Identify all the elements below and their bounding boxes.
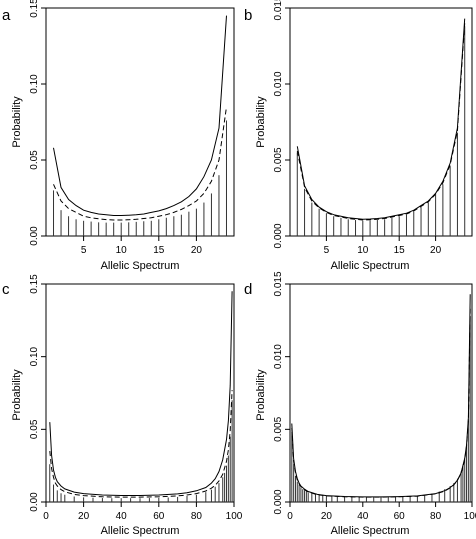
y-tick-label: 0.15 bbox=[29, 274, 40, 294]
plot-area-d: 0 20 40 60 80 100 0.000 0.005 0.010 0.015 bbox=[273, 271, 476, 522]
plot-frame bbox=[45, 283, 235, 503]
series-line-dashed bbox=[291, 308, 471, 498]
x-tick-label: 5 bbox=[324, 245, 330, 256]
series-line-solid bbox=[49, 291, 233, 496]
panel-letter-b: b bbox=[244, 7, 252, 24]
plot-area-c: 0 20 40 60 80 100 0.00 0.05 0.10 0.15 bbox=[29, 274, 243, 522]
x-tick-label: 10 bbox=[116, 245, 128, 256]
plot-frame bbox=[289, 7, 473, 237]
x-tick-label: 60 bbox=[153, 511, 165, 522]
y-tick-label: 0.10 bbox=[29, 346, 40, 366]
y-axis-label-b: Probability bbox=[255, 96, 267, 148]
x-tick-label: 100 bbox=[464, 511, 476, 522]
plot-area-a: 5 10 15 20 0.00 0.05 0.10 0.15 bbox=[29, 0, 235, 256]
x-tick-label: 40 bbox=[357, 511, 369, 522]
y-axis-label-c: Probability bbox=[11, 369, 23, 421]
plot-frame bbox=[45, 7, 235, 237]
y-tick-label: 0.015 bbox=[273, 271, 284, 296]
x-tick-label: 60 bbox=[394, 511, 406, 522]
y-axis-label-a: Probability bbox=[11, 96, 23, 148]
panel-letter-d: d bbox=[244, 281, 252, 298]
x-tick-label: 80 bbox=[191, 511, 203, 522]
series-line-solid bbox=[296, 18, 466, 220]
plot-frame bbox=[289, 283, 473, 503]
series-line-dashed bbox=[49, 390, 233, 498]
y-tick-label: 0.10 bbox=[29, 74, 40, 94]
x-axis-label-a: Allelic Spectrum bbox=[101, 260, 180, 272]
y-tick-label: 0.015 bbox=[273, 0, 284, 21]
y-tick-label: 0.05 bbox=[29, 419, 40, 439]
panel-d: d 0 20 40 60 80 100 0.000 0.005 0.010 0.015 Allel… bbox=[244, 271, 476, 537]
x-tick-label: 80 bbox=[430, 511, 442, 522]
y-tick-label: 0.005 bbox=[273, 147, 284, 172]
panel-letter-c: c bbox=[2, 281, 10, 298]
x-tick-label: 20 bbox=[321, 511, 333, 522]
series-line-dashed bbox=[53, 106, 227, 221]
x-tick-label: 10 bbox=[357, 245, 369, 256]
x-tick-label: 20 bbox=[191, 245, 203, 256]
y-tick-label: 0.00 bbox=[29, 226, 40, 246]
panel-c: c 0 20 40 60 80 100 0.00 0.05 0.10 0.15 Allelic S… bbox=[2, 274, 243, 537]
panel-letter-a: a bbox=[2, 7, 11, 24]
series-line-dashed bbox=[296, 23, 466, 221]
y-tick-label: 0.010 bbox=[273, 344, 284, 369]
x-axis-label-c: Allelic Spectrum bbox=[101, 525, 180, 537]
x-axis-label-b: Allelic Spectrum bbox=[331, 260, 410, 272]
x-tick-label: 20 bbox=[430, 245, 442, 256]
panel-a: a 5 10 15 20 0.00 0.05 0.10 0.15 Allelic Spectr… bbox=[2, 0, 235, 272]
y-axis-label-d: Probability bbox=[255, 369, 267, 421]
x-tick-label: 15 bbox=[153, 245, 165, 256]
x-axis-label-d: Allelic Spectrum bbox=[331, 525, 410, 537]
y-tick-label: 0.000 bbox=[273, 489, 284, 514]
panel-b: b 5 10 15 20 0.000 0.005 0.010 0.015 Allelic Sp… bbox=[244, 0, 473, 272]
x-tick-label: 100 bbox=[226, 511, 243, 522]
x-tick-label: 0 bbox=[43, 511, 49, 522]
y-tick-label: 0.15 bbox=[29, 0, 40, 18]
y-tick-label: 0.05 bbox=[29, 150, 40, 170]
x-tick-label: 0 bbox=[287, 511, 293, 522]
x-tick-label: 15 bbox=[394, 245, 406, 256]
plot-area-b: 5 10 15 20 0.000 0.005 0.010 0.015 bbox=[273, 0, 473, 256]
y-tick-label: 0.005 bbox=[273, 416, 284, 441]
y-tick-label: 0.000 bbox=[273, 223, 284, 248]
y-tick-label: 0.00 bbox=[29, 492, 40, 512]
series-line-solid bbox=[53, 15, 227, 216]
y-tick-label: 0.010 bbox=[273, 71, 284, 96]
series-line-solid bbox=[291, 294, 471, 498]
x-tick-label: 5 bbox=[81, 245, 87, 256]
x-tick-label: 20 bbox=[78, 511, 90, 522]
x-tick-label: 40 bbox=[116, 511, 128, 522]
